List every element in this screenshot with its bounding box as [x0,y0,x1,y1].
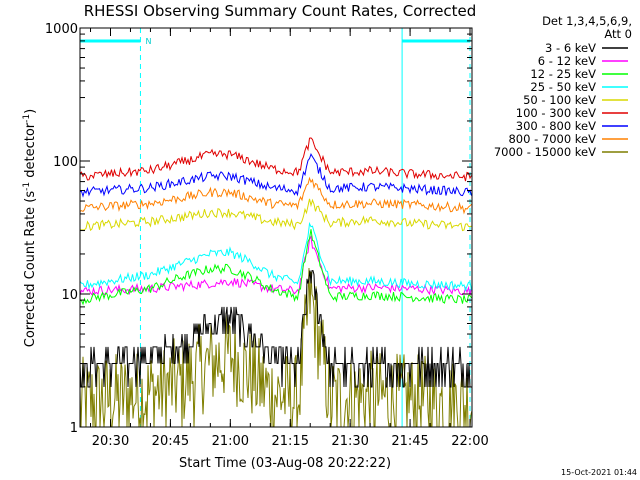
y-tick-label: 10 [61,288,78,303]
x-tick-label: 21:00 [212,434,249,449]
axis-ticks: 20:30 20:45 21:00 21:15 21:30 21:45 22:00 1 10 10… [45,22,489,449]
series-line-4 [79,198,472,232]
series-line-2 [79,229,472,306]
legend-label: 3 - 6 keV [545,41,596,55]
chart-title: RHESSI Observing Summary Count Rates, Co… [84,2,477,20]
generation-timestamp: 15-Oct-2021 01:44 [561,468,637,477]
series-line-3 [79,221,472,292]
y-label-sup1: -1 [22,182,32,191]
x-axis-label: Start Time (03-Aug-08 20:22:22) [179,456,391,471]
x-tick-label: 20:45 [152,434,189,449]
y-tick-label: 1 [70,421,78,436]
legend-label: 25 - 50 keV [530,80,596,94]
series-line-6 [79,152,472,198]
series-lines [79,137,473,428]
y-label-sup2: -1 [22,114,32,123]
x-tick-label: 20:30 [92,434,129,449]
series-line-8 [79,267,473,428]
legend-label: 12 - 25 keV [530,67,596,81]
legend-header-line2: Att 0 [604,27,632,41]
x-tick-label: 21:45 [391,434,428,449]
x-tick-label: 22:00 [451,434,488,449]
x-tick-label: 21:30 [331,434,368,449]
flag-label: N [145,37,151,46]
legend-label: 300 - 800 keV [516,119,596,133]
y-tick-label: 1000 [45,22,78,37]
y-tick-label: 100 [53,155,78,170]
legend-label: 100 - 300 keV [516,106,596,120]
y-label-part1: Corrected Count Rate (s [23,191,38,348]
legend-label: 50 - 100 keV [523,93,596,107]
legend-label: 6 - 12 keV [538,54,596,68]
legend-label: 800 - 7000 keV [508,132,596,146]
y-label-part3: ) [23,109,38,114]
series-line-7 [79,176,472,215]
legend-label: 7000 - 15000 keV [494,145,596,159]
x-tick-label: 21:15 [272,434,309,449]
legend-header-line1: Det 1,3,4,5,6,9, [542,14,632,28]
series-line-5 [79,137,472,182]
y-axis-label: Corrected Count Rate (s-1 detector-1) [22,109,38,347]
y-label-part2: detector [23,122,38,182]
series-line-0 [79,270,472,388]
plot-frame [79,27,473,428]
